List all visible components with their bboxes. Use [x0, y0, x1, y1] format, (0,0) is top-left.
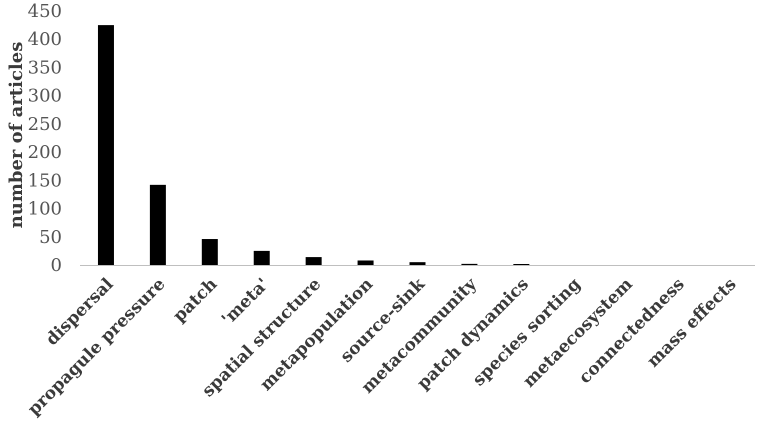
y-axis-title: number of articles — [6, 42, 27, 229]
bar — [97, 25, 114, 265]
y-tick-label: 200 — [28, 142, 62, 163]
bar — [253, 250, 270, 265]
y-tick-label: 400 — [28, 29, 62, 50]
x-tick-label: mass effects — [643, 274, 740, 371]
y-tick-label: 300 — [28, 86, 62, 107]
bar — [461, 263, 478, 265]
bars — [97, 25, 530, 265]
bar — [357, 260, 374, 265]
x-tick-label: patch — [169, 274, 221, 326]
bar — [305, 257, 322, 265]
y-tick-label: 50 — [39, 227, 62, 248]
y-axis-ticks: 0 50 100 150 200 250 300 350 400 450 — [28, 1, 62, 276]
bar — [149, 184, 166, 265]
y-tick-label: 150 — [28, 170, 62, 191]
y-tick-label: 350 — [28, 57, 62, 78]
bar — [409, 262, 426, 265]
y-tick-label: 100 — [28, 199, 62, 220]
y-tick-label: 0 — [51, 255, 62, 276]
y-tick-label: 450 — [28, 1, 62, 22]
bar — [201, 239, 218, 265]
y-tick-label: 250 — [28, 114, 62, 135]
bar — [513, 264, 530, 265]
